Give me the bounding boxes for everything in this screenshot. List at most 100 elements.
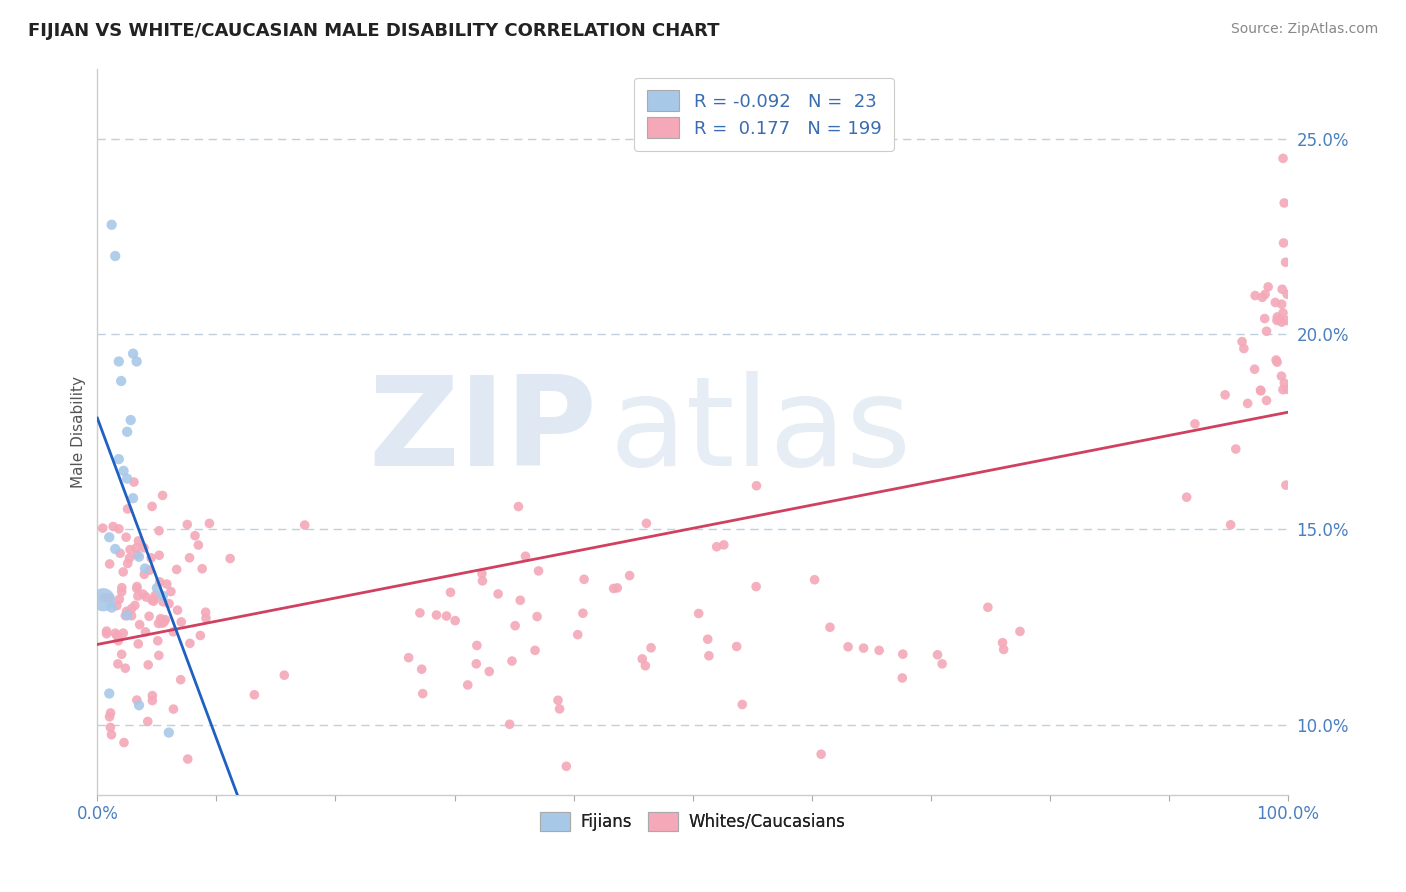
Point <box>868 643 890 657</box>
Point <box>184 529 207 543</box>
Point <box>1213 388 1236 402</box>
Point <box>837 640 859 654</box>
Point <box>1271 383 1294 397</box>
Point <box>132 587 155 601</box>
Point <box>547 693 569 707</box>
Point <box>96 626 118 640</box>
Point <box>1265 313 1288 327</box>
Point <box>112 464 135 478</box>
Point <box>153 615 176 629</box>
Point <box>149 574 172 589</box>
Point <box>1236 396 1258 410</box>
Point <box>121 601 143 615</box>
Point <box>115 530 138 544</box>
Point <box>108 522 131 536</box>
Point <box>1265 355 1288 369</box>
Point <box>187 538 209 552</box>
Point <box>148 548 170 562</box>
Point <box>503 618 526 632</box>
Point <box>98 686 121 700</box>
Point <box>1265 353 1288 368</box>
Point <box>465 657 488 671</box>
Point <box>1268 312 1291 326</box>
Point <box>112 626 135 640</box>
Point <box>166 603 188 617</box>
Point <box>152 589 174 603</box>
Point <box>122 346 145 360</box>
Point <box>124 599 146 613</box>
Point <box>1264 295 1286 310</box>
Point <box>148 524 170 538</box>
Point <box>98 557 121 571</box>
Point <box>141 593 163 607</box>
Point <box>117 502 139 516</box>
Y-axis label: Male Disability: Male Disability <box>72 376 86 488</box>
Point <box>486 587 509 601</box>
Point <box>100 721 122 735</box>
Point <box>132 541 155 555</box>
Point <box>104 249 127 263</box>
Point <box>713 538 735 552</box>
Point <box>105 628 128 642</box>
Point <box>128 617 150 632</box>
Point <box>891 647 914 661</box>
Point <box>104 541 127 556</box>
Point <box>134 561 156 575</box>
Point <box>188 628 211 642</box>
Point <box>696 632 718 647</box>
Point <box>120 542 142 557</box>
Point <box>745 580 768 594</box>
Point <box>1272 376 1295 391</box>
Point <box>1251 290 1274 304</box>
Point <box>515 549 537 564</box>
Point <box>191 562 214 576</box>
Point <box>162 702 184 716</box>
Point <box>457 678 479 692</box>
Point <box>96 624 118 639</box>
Point <box>439 585 461 599</box>
Point <box>139 550 162 565</box>
Point <box>125 693 148 707</box>
Point <box>619 568 641 582</box>
Point <box>1270 369 1292 384</box>
Point <box>98 530 121 544</box>
Point <box>170 673 193 687</box>
Point <box>198 516 221 531</box>
Point <box>1271 282 1294 296</box>
Point <box>179 550 201 565</box>
Point <box>818 620 841 634</box>
Point <box>98 591 121 605</box>
Point <box>157 597 180 611</box>
Point <box>155 613 177 627</box>
Point <box>1244 288 1267 302</box>
Point <box>110 374 132 388</box>
Point <box>114 661 136 675</box>
Point <box>1250 383 1272 397</box>
Point <box>91 592 114 607</box>
Point <box>1256 393 1278 408</box>
Text: Source: ZipAtlas.com: Source: ZipAtlas.com <box>1230 22 1378 37</box>
Point <box>141 693 163 707</box>
Point <box>1272 235 1295 250</box>
Point <box>243 688 266 702</box>
Point <box>977 600 1000 615</box>
Point <box>891 671 914 685</box>
Point <box>1225 442 1247 456</box>
Point <box>524 643 547 657</box>
Point <box>134 624 156 639</box>
Point <box>128 698 150 713</box>
Point <box>115 604 138 618</box>
Point <box>409 606 432 620</box>
Point <box>125 582 148 596</box>
Point <box>852 641 875 656</box>
Point <box>107 633 129 648</box>
Point <box>150 614 173 628</box>
Point <box>118 551 141 566</box>
Point <box>602 582 624 596</box>
Text: atlas: atlas <box>609 371 911 492</box>
Point <box>567 627 589 641</box>
Point <box>100 218 122 232</box>
Point <box>219 551 242 566</box>
Point <box>194 605 217 619</box>
Point <box>572 572 595 586</box>
